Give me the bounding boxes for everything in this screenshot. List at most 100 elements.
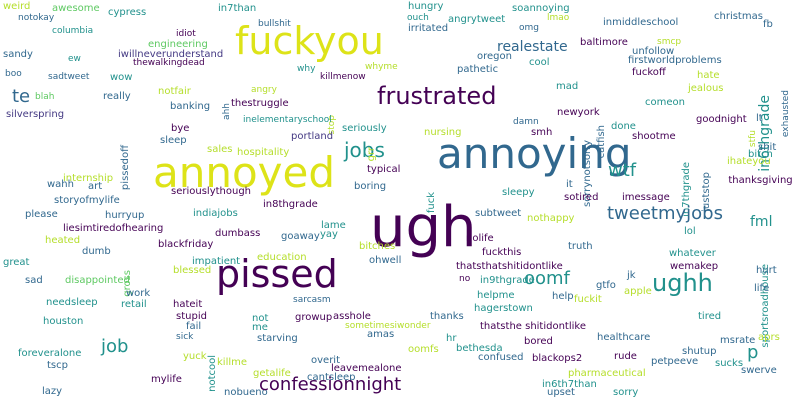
cloud-word: seriouslythough xyxy=(171,186,252,197)
cloud-word: in9thgrade xyxy=(480,275,535,286)
cloud-word: omg xyxy=(519,23,539,33)
cloud-word: hungry xyxy=(408,1,444,12)
cloud-word: oomfs xyxy=(408,344,439,355)
cloud-word: lmao xyxy=(547,13,570,23)
cloud-word: nothappy xyxy=(527,213,575,224)
cloud-word: hospitality xyxy=(237,147,290,158)
cloud-word: jealous xyxy=(688,83,724,94)
cloud-word: bored xyxy=(524,336,553,347)
cloud-word: thanksgiving xyxy=(728,175,793,186)
cloud-word: truth xyxy=(568,241,593,252)
cloud-word: help xyxy=(552,291,574,302)
cloud-word: tweetmyjobs xyxy=(607,203,723,224)
cloud-word: notfair xyxy=(158,86,191,97)
cloud-word: hurt xyxy=(756,265,777,276)
cloud-word: shit xyxy=(758,142,777,153)
cloud-word: damn xyxy=(513,117,539,127)
cloud-word: jobs xyxy=(344,138,385,162)
cloud-word: subtweet xyxy=(475,208,522,219)
cloud-word: retail xyxy=(121,299,147,310)
cloud-word: typical xyxy=(367,164,401,175)
cloud-word: wow xyxy=(110,72,133,83)
cloud-word: blackops2 xyxy=(532,353,583,364)
cloud-word: weird xyxy=(3,1,31,12)
cloud-word: really xyxy=(103,91,131,102)
cloud-word: inelementaryschool xyxy=(243,115,332,125)
cloud-word: cypress xyxy=(108,7,147,18)
cloud-word: starving xyxy=(257,333,298,344)
cloud-word: lame xyxy=(321,220,346,231)
cloud-word: bitches xyxy=(359,241,396,252)
cloud-word: thestruggle xyxy=(231,98,289,109)
cloud-word: ughh xyxy=(652,269,713,297)
cloud-word: confessionnight xyxy=(259,374,402,395)
cloud-word: exhausted xyxy=(781,90,791,138)
cloud-word: sucks xyxy=(715,358,744,369)
cloud-word: boring xyxy=(354,181,387,192)
cloud-word: christmas xyxy=(714,11,763,22)
cloud-word: yay xyxy=(320,229,338,240)
cloud-word: oomf xyxy=(524,268,570,289)
cloud-word: hate xyxy=(697,70,720,81)
cloud-word: frustrated xyxy=(377,82,497,110)
cloud-word: fuckthis xyxy=(482,247,522,258)
cloud-word: fuckoff xyxy=(632,67,666,78)
cloud-word: impatient xyxy=(192,256,241,267)
cloud-word: cantsleep xyxy=(307,372,356,383)
cloud-word: killmenow xyxy=(320,72,366,82)
cloud-word: amas xyxy=(367,329,395,340)
cloud-word: goaway xyxy=(281,231,320,242)
cloud-word: sorry xyxy=(613,386,639,398)
cloud-word: shutup xyxy=(682,346,717,357)
cloud-word: irritated xyxy=(408,23,449,34)
cloud-word: thatsthe shitidontlike xyxy=(480,321,587,332)
cloud-word: oregon xyxy=(477,51,512,62)
cloud-word: not xyxy=(252,313,269,324)
cloud-word: great xyxy=(3,257,30,268)
cloud-word: education xyxy=(257,252,307,263)
cloud-word: bullshit xyxy=(258,19,291,29)
cloud-word: mad xyxy=(556,81,579,92)
cloud-word: foreveralone xyxy=(18,348,82,359)
cloud-word: realestate xyxy=(497,39,568,55)
cloud-word: mylife xyxy=(151,374,182,385)
cloud-word: comeon xyxy=(645,97,685,108)
cloud-word: needsleep xyxy=(46,297,98,308)
cloud-word: tired xyxy=(698,311,722,322)
cloud-word: firstworldproblems xyxy=(628,55,722,66)
cloud-word: smcp xyxy=(657,37,682,47)
cloud-word: liesimtiredofhearing xyxy=(63,223,164,234)
cloud-word: sales xyxy=(207,144,233,155)
cloud-word: hateit xyxy=(173,299,203,310)
cloud-word: work xyxy=(126,288,151,299)
cloud-word: yuck xyxy=(183,351,207,362)
cloud-word: banking xyxy=(170,101,211,112)
cloud-word: sometimesiwonder xyxy=(345,321,431,331)
cloud-word: life xyxy=(754,283,770,294)
cloud-word: columbia xyxy=(52,26,94,36)
cloud-word: art xyxy=(88,181,103,192)
cloud-word: stfu xyxy=(748,130,758,148)
cloud-word: sadtweet xyxy=(48,72,90,82)
cloud-word: hr xyxy=(446,333,457,344)
cloud-word: bethesda xyxy=(456,343,503,354)
cloud-word: fuckit xyxy=(574,294,602,305)
cloud-word: sleepy xyxy=(502,187,535,198)
cloud-word: sarcasm xyxy=(293,295,331,305)
cloud-word: getalife xyxy=(253,368,291,379)
cloud-word: confused xyxy=(478,352,524,363)
cloud-word: wtf xyxy=(608,160,637,181)
cloud-word: overit xyxy=(311,355,340,366)
cloud-word: blackfriday xyxy=(158,239,214,250)
cloud-word: swerve xyxy=(741,365,777,376)
cloud-word: bitch xyxy=(748,149,773,160)
cloud-word: in8thgrade xyxy=(263,199,318,210)
cloud-word: petpeeve xyxy=(651,356,699,367)
cloud-word: jk xyxy=(627,270,636,281)
cloud-word: rude xyxy=(614,351,637,362)
cloud-word: dumbass xyxy=(215,228,261,239)
cloud-word: nursing xyxy=(424,127,462,138)
cloud-word: angrytweet xyxy=(448,14,506,25)
cloud-word: wemakep xyxy=(670,261,719,272)
